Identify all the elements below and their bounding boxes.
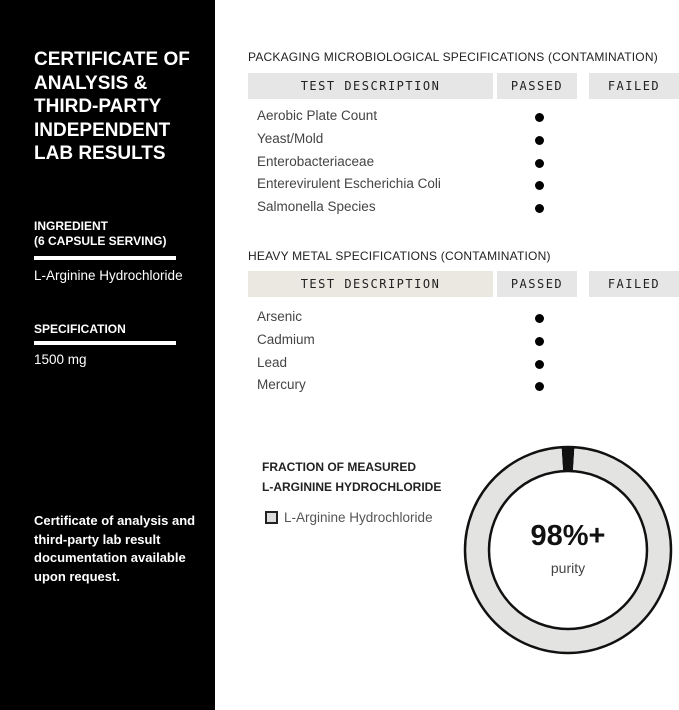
test-name: Mercury [257,377,306,393]
passed-dot-icon [535,204,544,214]
passed-dot-icon [535,336,544,346]
legend-label: L-Arginine Hydrochloride [284,510,433,525]
chart-legend: L-Arginine Hydrochloride [265,510,433,525]
slice-other [561,447,575,472]
availability-note: Certificate of analysis and third-party … [34,513,196,584]
test-name: Yeast/Mold [257,130,324,146]
table-row: Cadmium [257,332,557,352]
inner-ring [487,469,649,631]
table-row: Salmonella Species [257,199,557,219]
test-name: Aerobic Plate Count [257,108,378,123]
test-name: Enterevirulent Escherichia Coli [257,176,441,192]
passed-dot-icon [535,135,544,145]
column-header: FAILED [589,73,679,99]
test-name: Salmonella Species [257,199,376,215]
test-name: Enterobacteriaceae [257,153,375,169]
column-header: TEST DESCRIPTION [248,271,493,297]
passed-dot-icon [535,314,544,323]
passed-dot-icon [535,113,544,122]
outer-ring [463,445,673,655]
purity-value: 98%+ [530,520,606,552]
table-row: Arsenic [257,309,557,329]
page-title: CERTIFICATE OF ANALYSIS & THIRD-PARTY IN… [34,49,190,164]
specification-label: SPECIFICATION [34,322,126,336]
test-name: Lead [257,354,288,370]
divider [34,341,176,345]
passed-dot-icon [535,359,544,369]
passed-dot-icon [535,382,544,392]
purity-label: purity [550,560,586,576]
section-title: PACKAGING MICROBIOLOGICAL SPECIFICATIONS… [248,50,658,64]
table-row: Lead [257,355,557,375]
column-header: PASSED [497,271,577,297]
passed-dot-icon [535,181,544,191]
ingredient-value: L-Arginine Hydrochloride [34,268,183,283]
table-row: Yeast/Mold [257,131,557,151]
legend-swatch [265,511,278,524]
test-name: Arsenic [257,309,303,324]
sidebar: CERTIFICATE OF ANALYSIS & THIRD-PARTY IN… [0,0,215,710]
table-row: Enterobacteriaceae [257,154,557,174]
table-row: Mercury [257,377,557,397]
table-row: Enterevirulent Escherichia Coli [257,176,557,196]
column-header: FAILED [589,271,679,297]
table-row: Aerobic Plate Count [257,108,557,128]
chart-title: FRACTION OF MEASURED L-ARGININE HYDROCHLO… [262,460,442,494]
column-header: TEST DESCRIPTION [248,73,493,99]
ingredient-label: INGREDIENT (6 CAPSULE SERVING) [34,219,167,248]
section-title: HEAVY METAL SPECIFICATIONS (CONTAMINATIO… [248,249,551,263]
specification-value: 1500 mg [34,352,87,367]
column-header: PASSED [497,73,577,99]
divider [34,256,176,260]
passed-dot-icon [535,158,544,168]
test-name: Cadmium [257,331,315,347]
purity-donut-chart [463,445,673,655]
